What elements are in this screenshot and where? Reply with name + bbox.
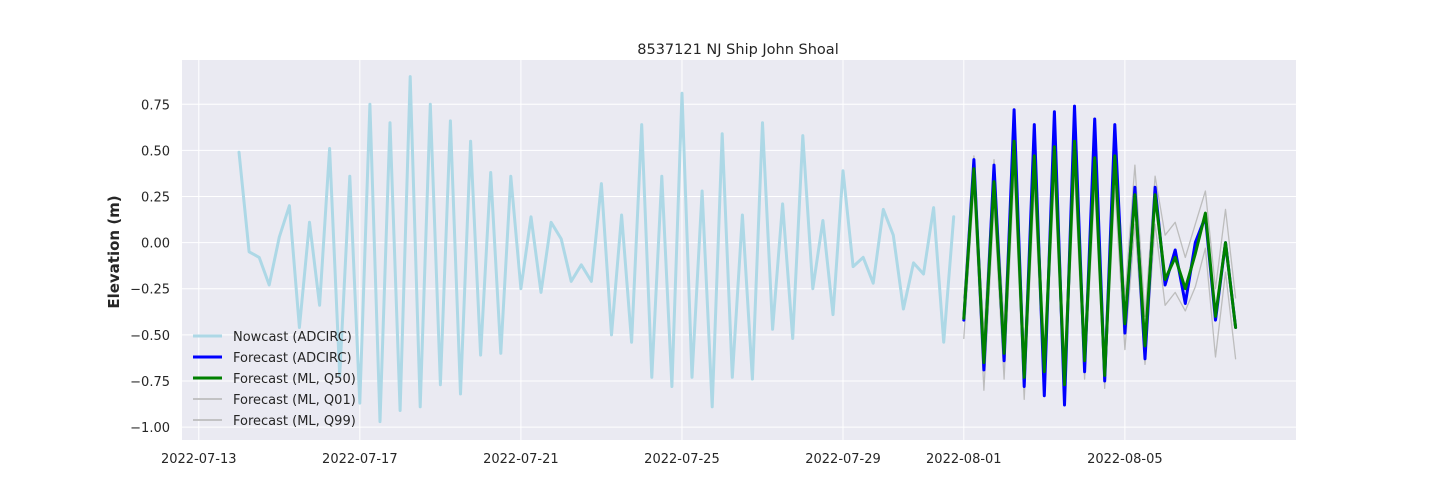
legend: Nowcast (ADCIRC) Forecast (ADCIRC) Forecas… [193, 330, 356, 429]
x-tick-label: 2022-07-21 [483, 452, 559, 467]
y-tick-label: 0.50 [141, 144, 170, 159]
y-tick-label: 0.00 [141, 237, 170, 252]
y-axis-label: Elevation (m) [105, 195, 123, 308]
y-tick-label: −0.25 [130, 283, 170, 298]
legend-label: Forecast (ML, Q01) [233, 393, 356, 408]
legend-label: Nowcast (ADCIRC) [233, 330, 352, 345]
legend-label: Forecast (ML, Q50) [233, 372, 356, 387]
x-tick-label: 2022-07-25 [644, 452, 720, 467]
series-line-2 [962, 139, 1238, 387]
series-line-0 [237, 75, 956, 424]
y-tick-label: −0.75 [130, 375, 170, 390]
y-tick-label: −0.50 [130, 329, 170, 344]
y-tick-label: 0.25 [141, 191, 170, 206]
y-tick-label: 0.75 [141, 98, 170, 113]
x-tick-label: 2022-08-05 [1087, 452, 1163, 467]
x-tick-label: 2022-08-01 [926, 452, 1002, 467]
x-tick-label: 2022-07-13 [161, 452, 237, 467]
legend-label: Forecast (ML, Q99) [233, 414, 356, 429]
legend-label: Forecast (ADCIRC) [233, 351, 352, 366]
x-axis-ticks: 2022-07-13 2022-07-17 2022-07-21 2022-07-25… [161, 452, 1163, 467]
chart-title: 8537121 NJ Ship John Shoal [637, 42, 838, 58]
x-tick-label: 2022-07-17 [322, 452, 398, 467]
y-axis-ticks: 0.75 0.50 0.25 0.00 −0.25 −0.50 −0.75 −1.00 [130, 98, 170, 436]
series-layer [237, 75, 1238, 424]
x-tick-label: 2022-07-29 [805, 452, 881, 467]
y-tick-label: −1.00 [130, 421, 170, 436]
